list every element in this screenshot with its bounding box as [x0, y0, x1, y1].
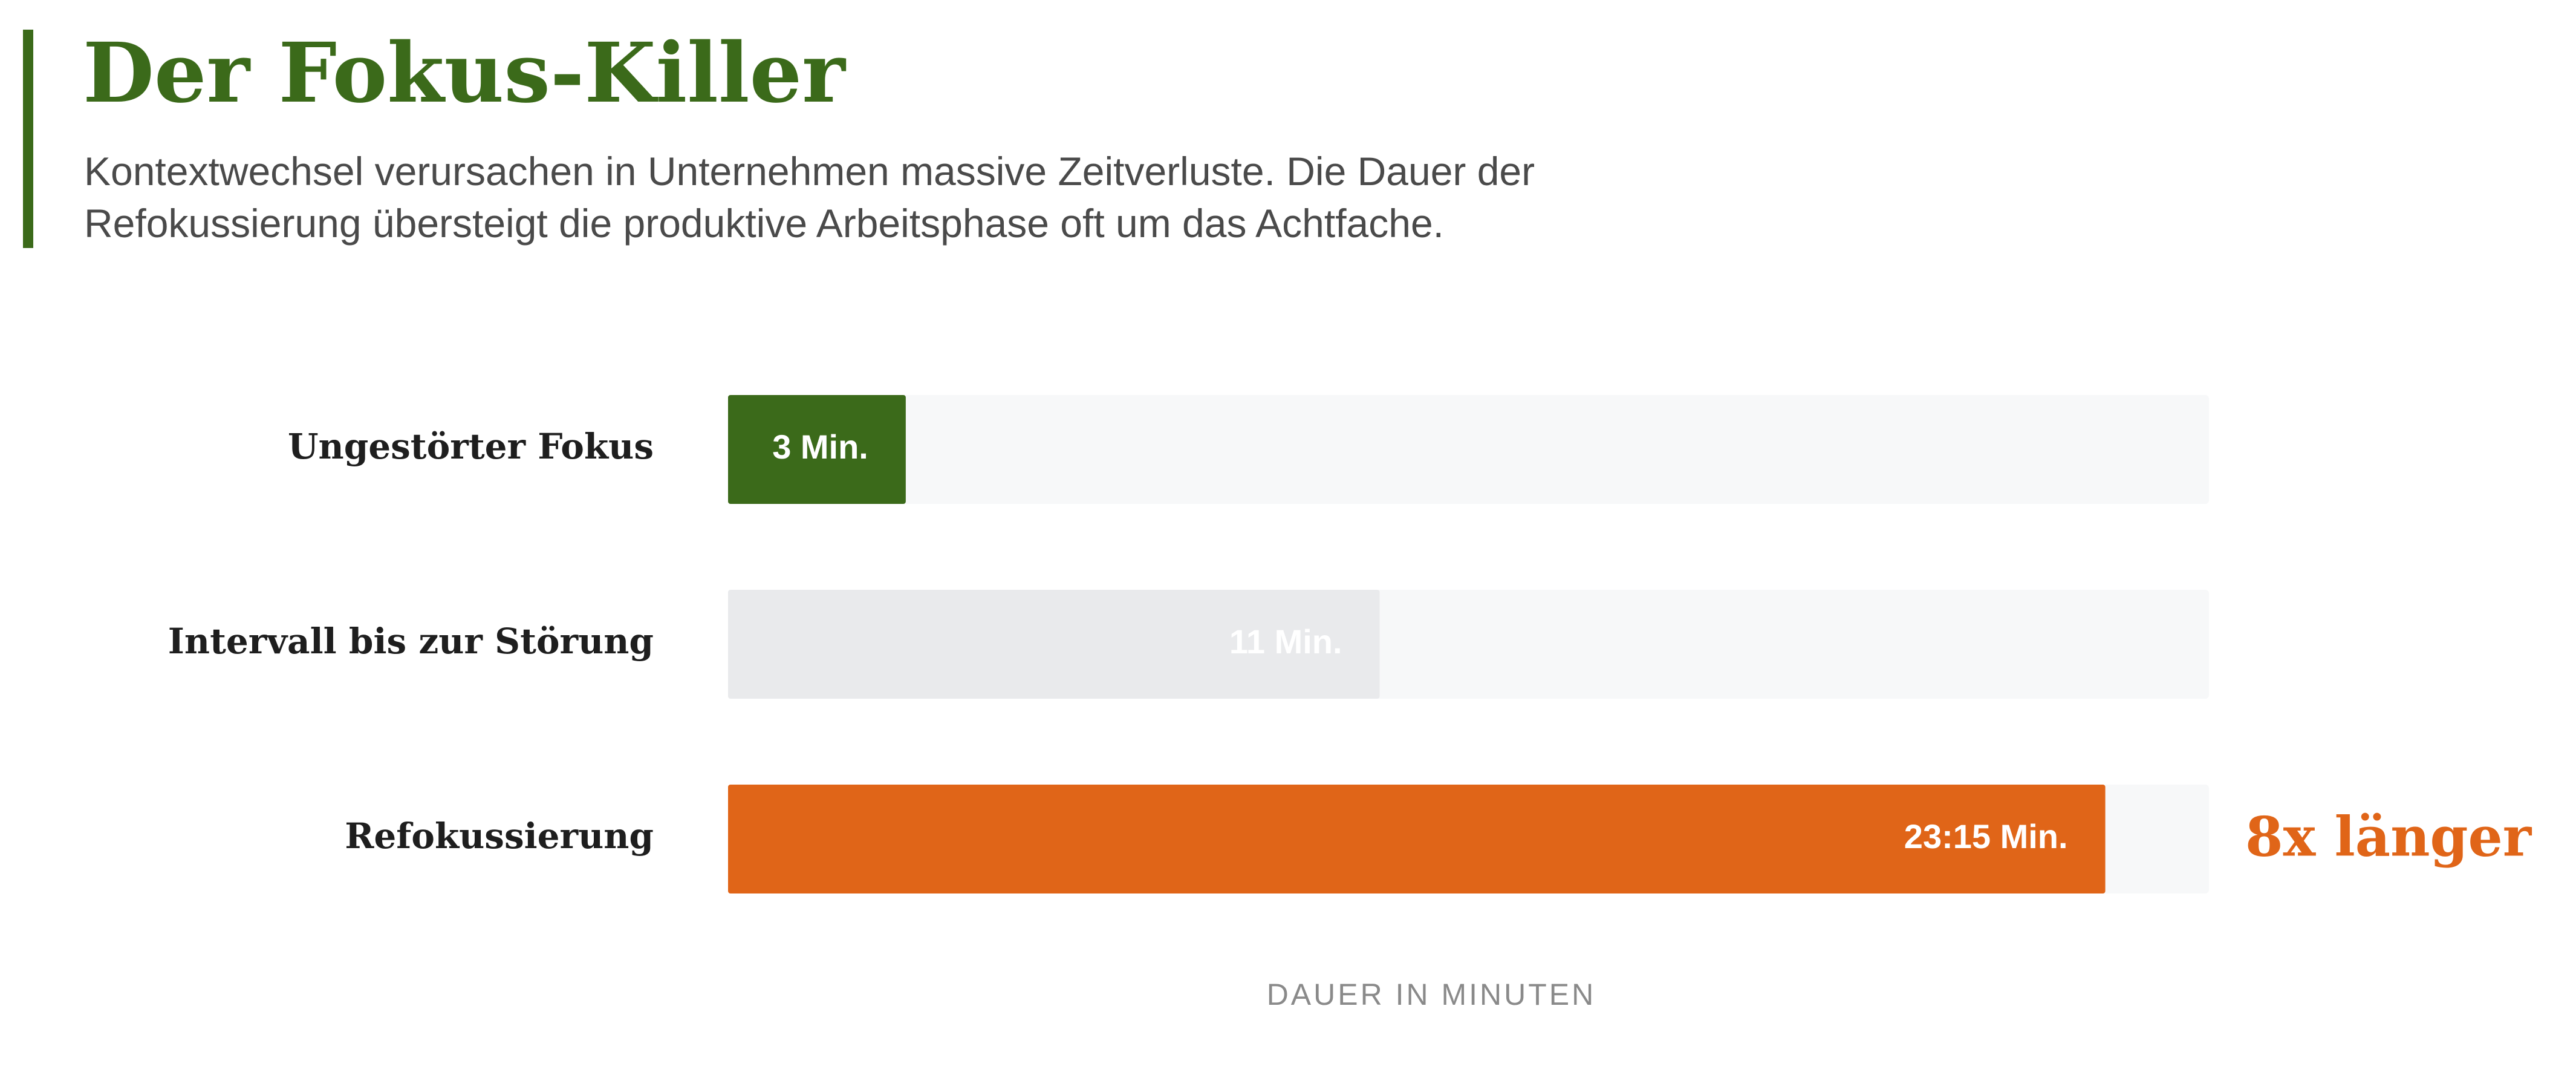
bar-track — [728, 395, 2209, 504]
category-label: Intervall bis zur Störung — [168, 621, 654, 662]
bar — [728, 395, 906, 504]
value-label: 23:15 Min. — [1904, 817, 2068, 855]
annotation: 8x länger — [2245, 805, 2532, 869]
category-label: Ungestörter Fokus — [288, 426, 654, 467]
chart-subtitle: Kontextwechsel verursachen in Unternehme… — [84, 149, 1535, 246]
accent-bar — [23, 30, 33, 248]
category-label: Refokussierung — [345, 815, 654, 857]
chart-title: Der Fokus-Killer — [83, 25, 845, 122]
value-label: 3 Min. — [772, 428, 868, 466]
bar — [728, 590, 1380, 699]
x-axis-label: DAUER IN MINUTEN — [1267, 978, 1596, 1011]
value-label: 11 Min. — [1229, 622, 1342, 661]
bar — [728, 785, 2106, 893]
